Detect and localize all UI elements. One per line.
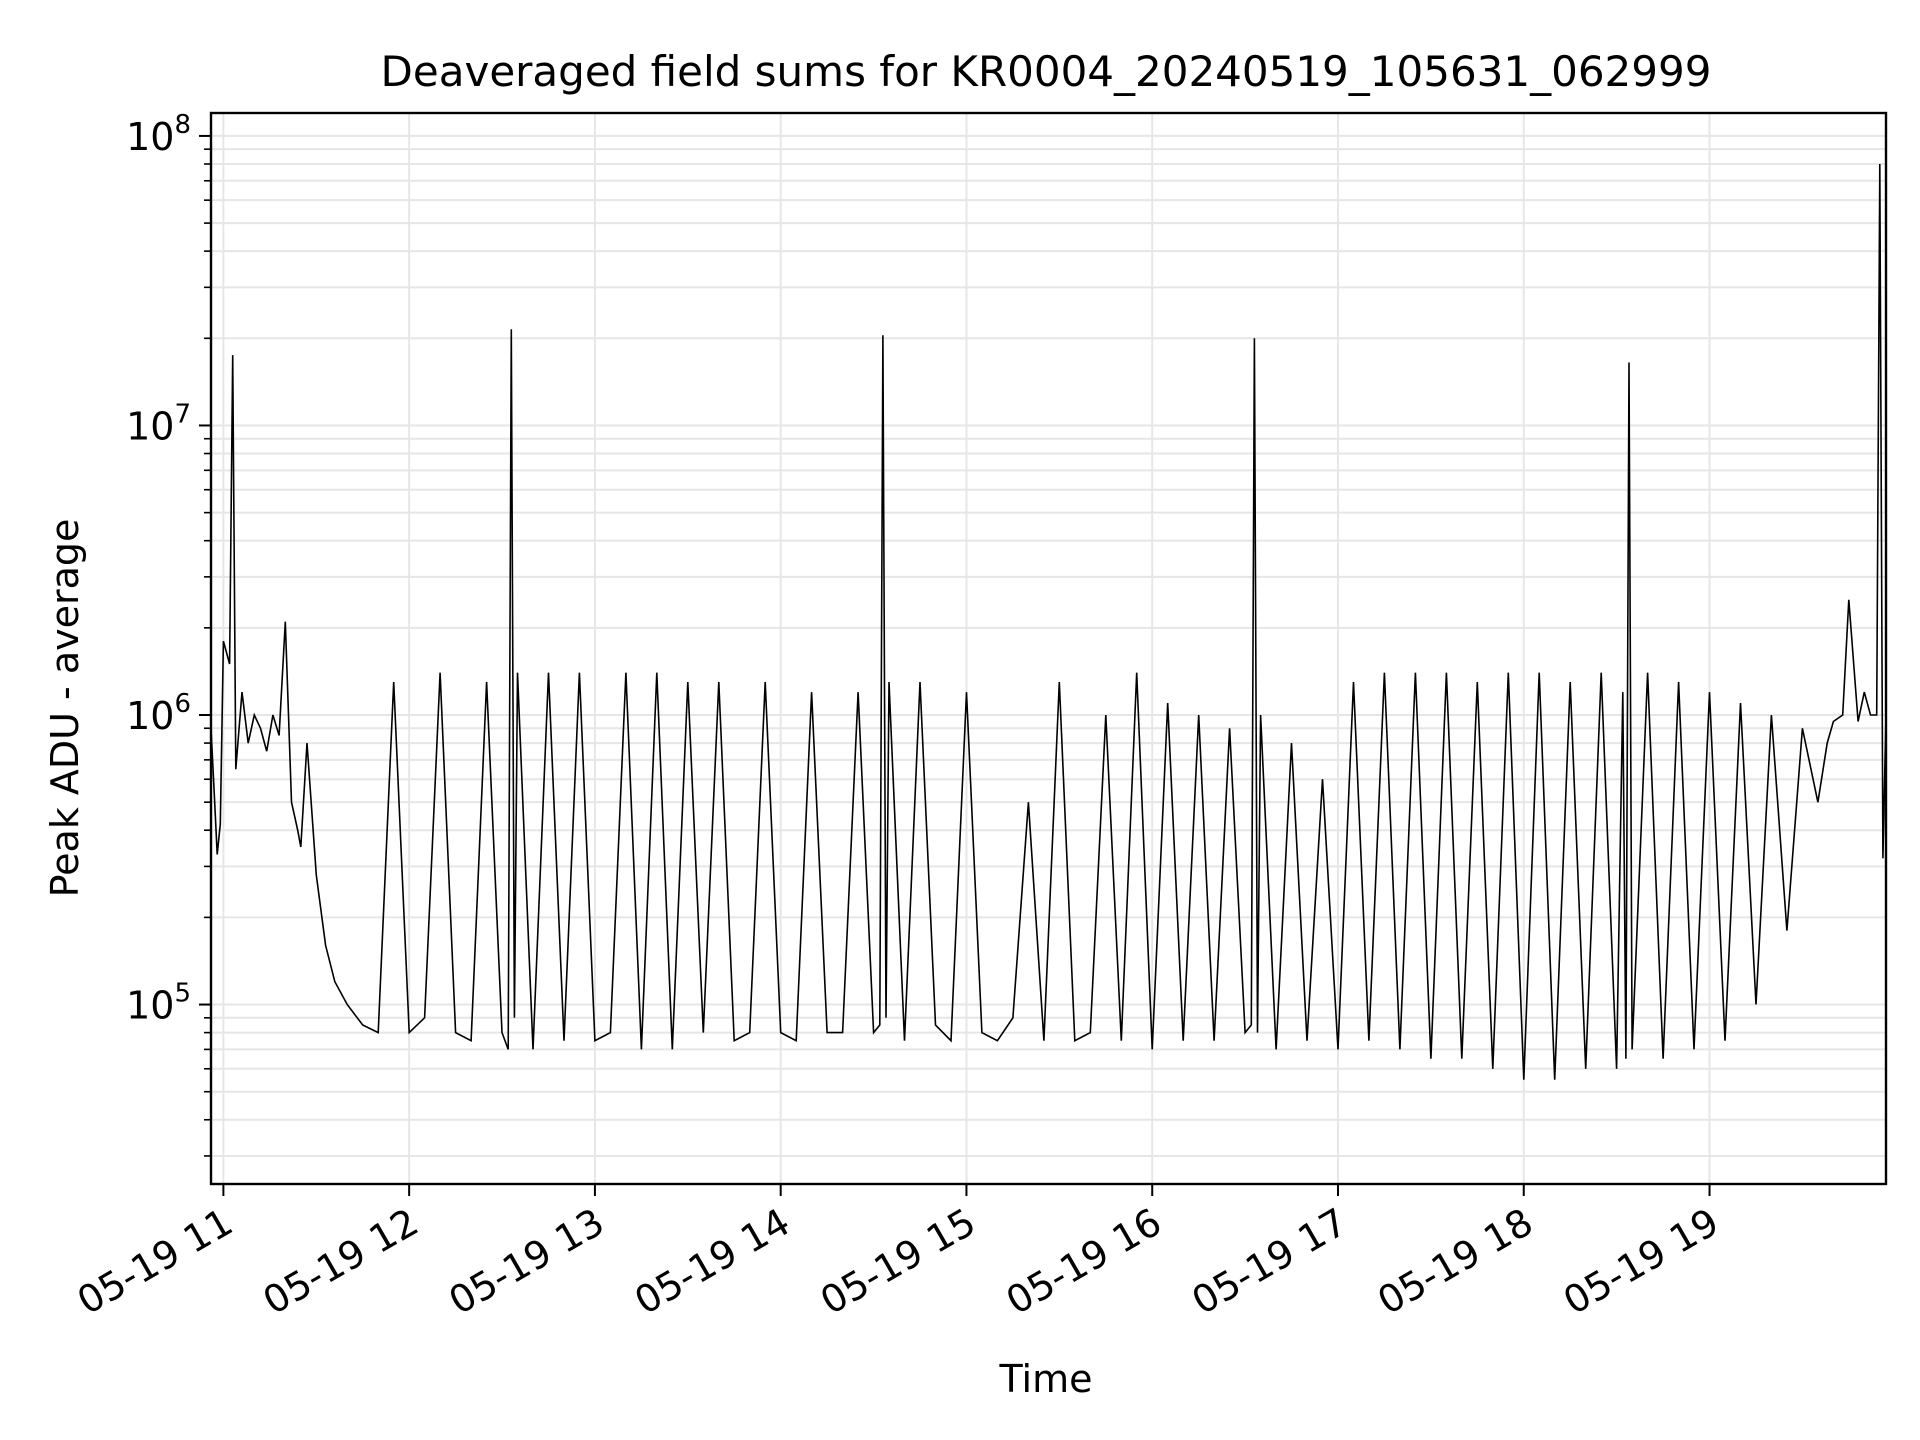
series-line — [210, 163, 1887, 1080]
y-tick-exponent: 5 — [174, 979, 191, 1009]
y-tick-label: 108 — [126, 110, 191, 159]
x-axis-label: Time — [999, 1357, 1093, 1401]
y-axis-label: Peak ADU - average — [43, 519, 87, 898]
y-tick-exponent: 6 — [174, 689, 191, 719]
chart-title: Deaveraged field sums for KR0004_2024051… — [381, 47, 1712, 96]
y-tick-label: 107 — [126, 399, 191, 448]
y-tick-base: 10 — [126, 694, 174, 738]
y-tick-label: 106 — [126, 689, 191, 738]
y-tick-base: 10 — [126, 115, 174, 159]
plot-area — [210, 163, 1887, 1080]
y-tick-base: 10 — [126, 984, 174, 1028]
y-tick-exponent: 7 — [174, 399, 191, 429]
y-tick-exponent: 8 — [174, 110, 191, 140]
axes-frame — [209, 111, 1888, 1186]
y-tick-label: 105 — [126, 979, 191, 1028]
y-tick-base: 10 — [126, 404, 174, 448]
